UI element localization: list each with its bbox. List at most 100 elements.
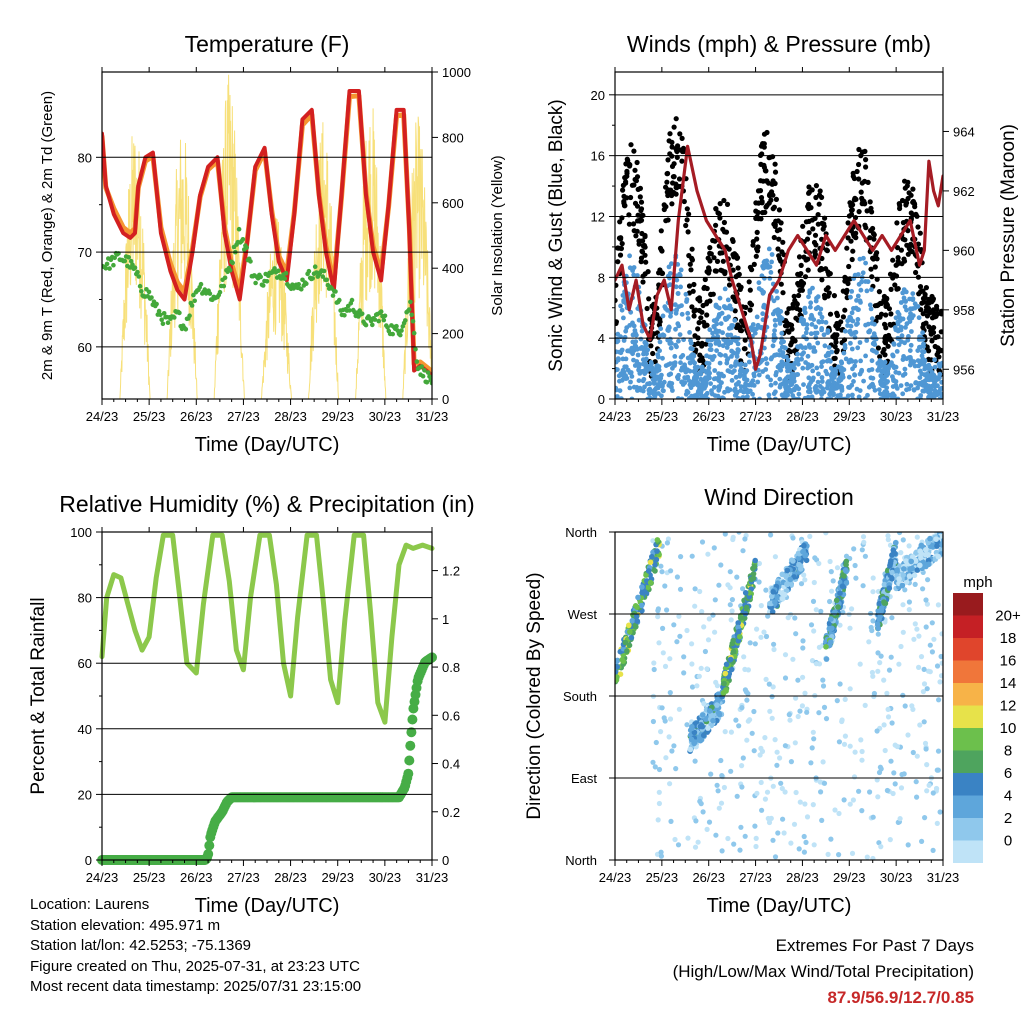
gust-point xyxy=(926,300,932,306)
direction-point xyxy=(771,646,777,653)
wind-point xyxy=(906,334,911,339)
gust-point xyxy=(772,161,778,167)
wind-point xyxy=(799,352,805,357)
direction-point xyxy=(780,816,786,822)
gust-point xyxy=(686,211,692,217)
wind-point xyxy=(800,345,805,350)
wind-point xyxy=(884,380,890,385)
gust-point xyxy=(684,206,690,212)
direction-point xyxy=(729,608,735,614)
gust-point xyxy=(759,210,766,216)
direction-point xyxy=(792,615,798,621)
direction-point xyxy=(738,824,744,830)
direction-point xyxy=(729,597,736,603)
wind-point xyxy=(701,380,707,385)
gust-point xyxy=(827,311,834,317)
direction-point xyxy=(920,689,927,695)
wind-point xyxy=(675,396,681,399)
direction-point xyxy=(615,674,620,680)
dewpoint-point xyxy=(104,261,110,267)
direction-point xyxy=(770,837,776,843)
gust-point xyxy=(818,265,824,272)
direction-point xyxy=(841,741,848,747)
wind-point xyxy=(891,377,896,382)
gust-point xyxy=(834,347,840,353)
direction-point xyxy=(828,639,834,645)
wind-point xyxy=(819,392,825,397)
direction-point xyxy=(663,755,669,761)
wind-point xyxy=(693,375,699,381)
wind-point xyxy=(722,389,727,395)
dewpoint-point xyxy=(411,330,417,336)
direction-point xyxy=(892,540,899,546)
direction-point xyxy=(852,562,858,569)
wind-point xyxy=(852,335,858,340)
wind-point xyxy=(712,368,718,373)
gust-point xyxy=(824,248,831,254)
gust-point xyxy=(803,219,810,225)
gust-point xyxy=(758,161,764,167)
direction-point xyxy=(896,661,902,667)
wind-point xyxy=(729,354,734,359)
direction-point xyxy=(857,661,863,667)
wind-point xyxy=(932,364,938,370)
y2-tick-label: 956 xyxy=(953,362,975,377)
x-axis-title: Time (Day/UTC) xyxy=(707,895,852,917)
gust-point xyxy=(724,201,731,207)
direction-point xyxy=(931,636,937,642)
x-tick-label: 26/23 xyxy=(692,870,725,885)
wind-point xyxy=(767,276,773,281)
wind-point xyxy=(840,372,845,378)
wind-point xyxy=(643,367,648,373)
dewpoint-point xyxy=(330,293,336,298)
wind-point xyxy=(737,373,743,379)
gust-point xyxy=(842,307,848,313)
direction-point xyxy=(924,601,931,607)
gust-point xyxy=(648,343,654,349)
direction-point xyxy=(929,620,935,626)
insolation-day-trace xyxy=(402,116,432,399)
direction-point xyxy=(884,690,890,696)
wind-point xyxy=(896,336,902,342)
direction-point xyxy=(764,789,771,795)
wind-point xyxy=(615,356,621,361)
wind-point xyxy=(615,394,620,399)
wind-point xyxy=(650,389,655,394)
direction-point xyxy=(775,830,781,836)
wind-point xyxy=(772,328,777,333)
gust-point xyxy=(659,270,666,276)
gust-point xyxy=(638,255,645,261)
direction-point xyxy=(684,627,690,634)
gust-point xyxy=(771,204,778,210)
series-2m-dewpoint xyxy=(102,226,432,386)
dewpoint-point xyxy=(139,289,144,294)
gust-point xyxy=(786,306,792,312)
direction-point xyxy=(811,842,817,848)
dewpoint-point xyxy=(248,259,253,264)
gust-point xyxy=(928,331,934,337)
gust-point xyxy=(913,269,919,276)
direction-point xyxy=(812,555,818,561)
y-tick-label: 70 xyxy=(78,245,92,260)
dewpoint-point xyxy=(258,274,264,280)
direction-point xyxy=(722,729,728,735)
direction-point xyxy=(768,532,774,538)
dewpoint-point xyxy=(424,380,430,385)
direction-point xyxy=(767,708,773,714)
gust-point xyxy=(821,292,828,298)
wind-point xyxy=(796,391,802,397)
direction-point xyxy=(908,558,914,565)
wind-point xyxy=(920,379,925,385)
direction-point xyxy=(751,563,758,570)
wind-point xyxy=(615,339,620,345)
x-tick-label: 24/23 xyxy=(599,870,632,885)
direction-point xyxy=(876,600,883,607)
wind-point xyxy=(817,383,823,389)
x-tick-label: 24/23 xyxy=(86,870,119,885)
dewpoint-point xyxy=(347,308,352,313)
direction-point xyxy=(653,556,660,563)
direction-point xyxy=(658,849,664,855)
gust-point xyxy=(738,318,745,324)
wind-point xyxy=(904,307,909,313)
direction-point xyxy=(800,548,806,555)
